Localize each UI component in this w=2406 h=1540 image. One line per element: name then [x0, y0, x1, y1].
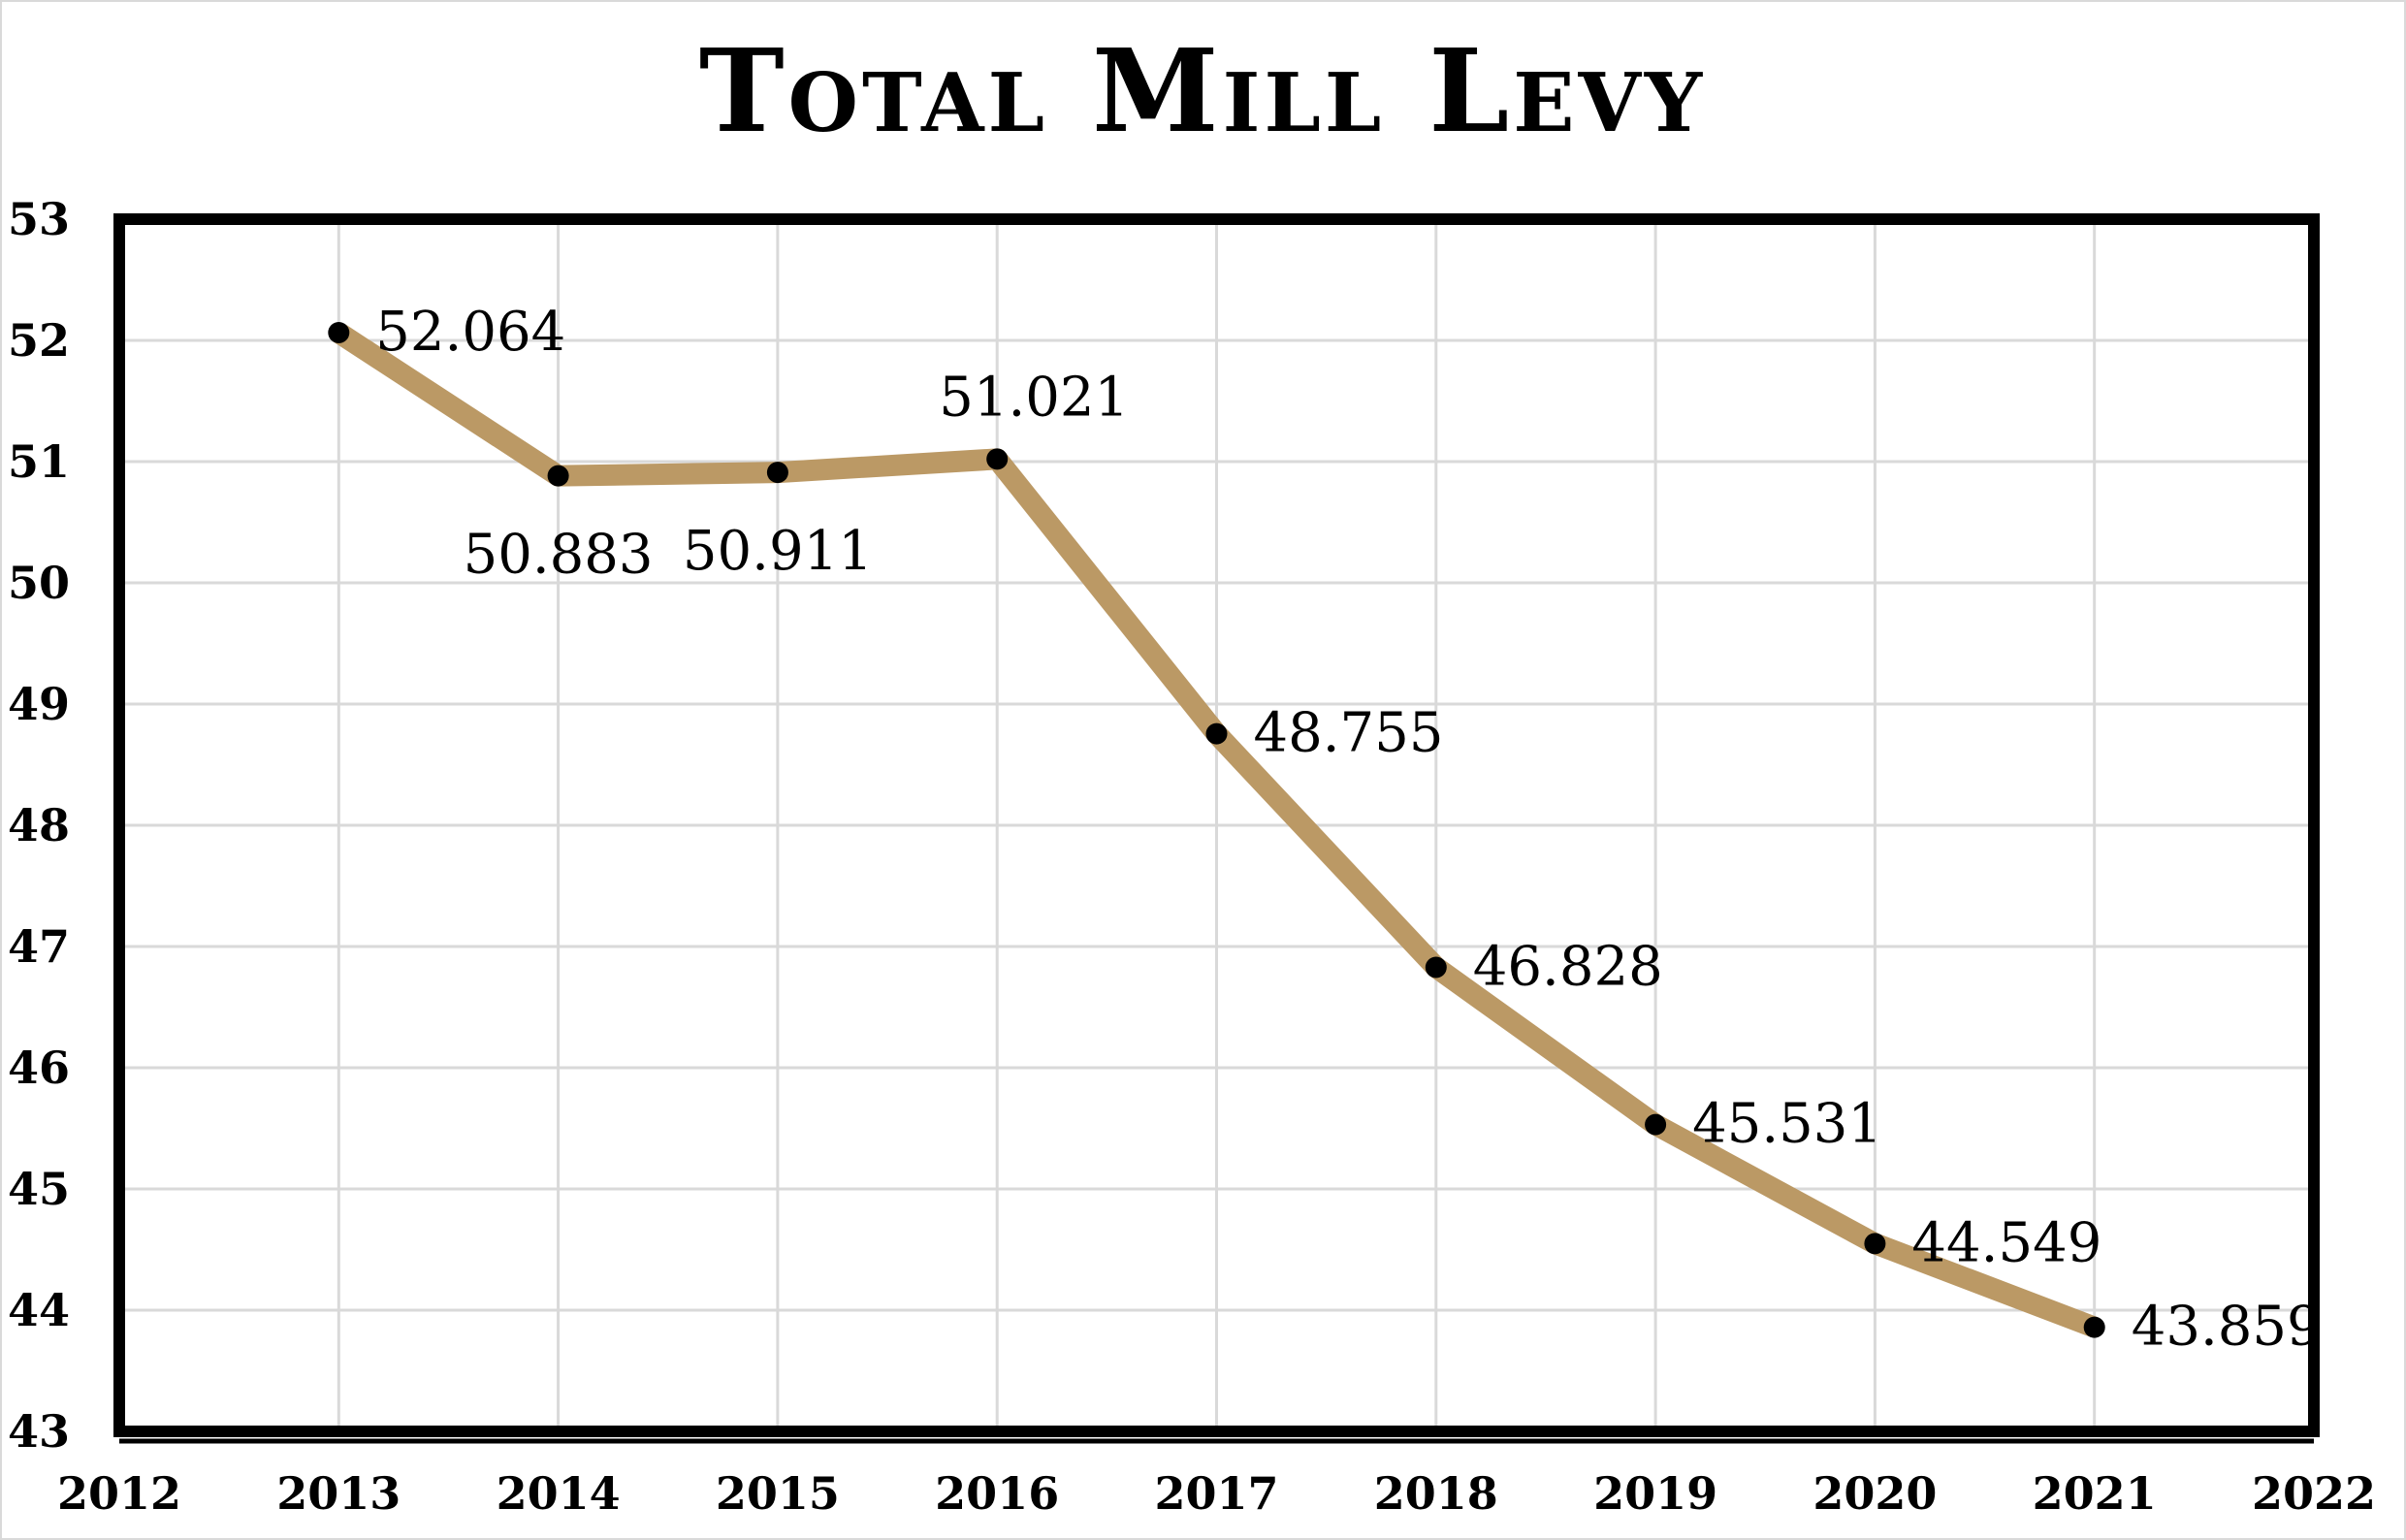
data-point [986, 448, 1009, 470]
y-tick-label: 52 [8, 314, 70, 367]
data-point [1205, 722, 1228, 745]
data-label: 50.911 [683, 520, 873, 583]
x-tick-label: 2012 [57, 1467, 181, 1520]
y-tick-label: 45 [8, 1163, 70, 1215]
y-tick-label: 46 [8, 1042, 70, 1094]
x-tick-label: 2015 [716, 1467, 840, 1520]
data-label: 44.549 [1911, 1211, 2101, 1274]
y-tick-label: 47 [8, 920, 70, 973]
chart-title: Total Mill Levy [699, 23, 1706, 158]
y-tick-label: 44 [8, 1284, 70, 1336]
y-tick-label: 48 [8, 799, 70, 851]
x-tick-label: 2014 [497, 1467, 621, 1520]
y-tick-label: 53 [8, 193, 70, 245]
x-tick-label: 2020 [1813, 1467, 1937, 1520]
x-tick-label: 2021 [2033, 1467, 2157, 1520]
data-labels: 52.064 50.883 50.911 51.021 48.755 46.828 45.5… [375, 301, 2321, 1359]
data-label: 50.883 [464, 524, 654, 587]
data-label: 48.755 [1254, 702, 1444, 765]
x-tick-label: 2018 [1374, 1467, 1498, 1520]
axes: 2012 2013 2014 2015 2016 2017 2018 2019 2020 2021… [8, 193, 2376, 1520]
x-tick-label: 2017 [1154, 1467, 1278, 1520]
data-point [1425, 956, 1447, 979]
data-point [1864, 1233, 1886, 1255]
data-label: 43.859 [2132, 1296, 2322, 1359]
data-label: 51.021 [939, 366, 1129, 429]
data-label: 52.064 [375, 301, 565, 364]
data-point [766, 462, 788, 484]
y-tick-label: 43 [8, 1405, 70, 1458]
y-tick-label: 49 [8, 678, 70, 730]
data-label: 45.531 [1692, 1093, 1882, 1156]
y-tick-label: 51 [8, 435, 70, 488]
data-point [547, 465, 569, 487]
x-tick-label: 2019 [1593, 1467, 1717, 1520]
data-point [328, 322, 350, 343]
x-tick-label: 2013 [276, 1467, 401, 1520]
data-label: 46.828 [1473, 936, 1663, 999]
y-tick-label: 50 [8, 557, 70, 609]
data-point [1645, 1113, 1667, 1136]
plot-border [113, 213, 2320, 1437]
x-tick-label: 2016 [935, 1467, 1059, 1520]
x-tick-label: 2022 [2252, 1467, 2376, 1520]
data-point [2083, 1316, 2105, 1338]
series [328, 322, 2105, 1338]
